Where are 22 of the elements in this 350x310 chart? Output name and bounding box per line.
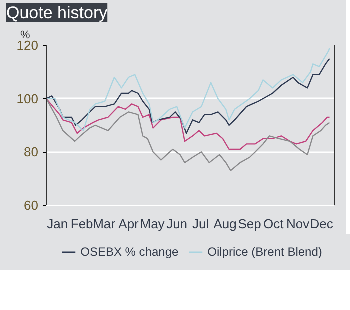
x-tick-label: Apr <box>118 216 140 232</box>
x-tick-label: Nov <box>286 216 310 232</box>
x-tick-label: Dec <box>310 216 334 232</box>
x-tick-label: Jul <box>192 216 210 232</box>
y-tick-label: 60 <box>24 198 39 213</box>
x-tick-label: Aug <box>214 216 237 232</box>
line-series <box>46 58 330 134</box>
legend-label: OSEBX % change <box>80 245 179 259</box>
x-tick-label: Sep <box>238 216 262 232</box>
line-series <box>46 98 330 150</box>
x-tick-label: Feb <box>70 216 94 232</box>
x-tick-label: Jan <box>47 216 68 232</box>
y-tick-label: 80 <box>24 144 39 160</box>
x-tick-label: Jun <box>166 216 188 232</box>
x-tick-label: May <box>140 216 166 232</box>
line-series <box>46 48 330 132</box>
line-series <box>46 98 330 172</box>
x-tick-label: Oct <box>263 216 284 232</box>
legend-label: Oilprice (Brent Blend) <box>208 245 322 259</box>
x-tick-label: Mar <box>93 216 116 232</box>
chart-title: Quote history <box>6 4 108 22</box>
y-tick-label: 100 <box>16 91 39 106</box>
